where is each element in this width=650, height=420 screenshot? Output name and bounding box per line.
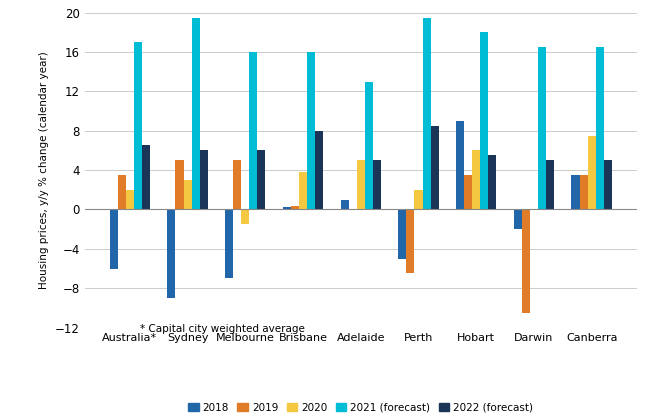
Bar xyxy=(514,210,522,229)
Bar xyxy=(126,190,134,210)
Bar xyxy=(488,155,497,210)
Bar xyxy=(464,175,472,210)
Bar xyxy=(118,175,126,210)
Bar xyxy=(291,205,299,210)
Bar xyxy=(456,121,464,210)
Bar xyxy=(110,210,118,268)
Bar xyxy=(241,210,250,224)
Bar xyxy=(192,18,200,210)
Bar xyxy=(257,150,265,210)
Bar xyxy=(472,150,480,210)
Bar xyxy=(315,131,323,210)
Bar xyxy=(480,32,488,210)
Bar xyxy=(595,47,604,210)
Bar xyxy=(522,210,530,313)
Bar xyxy=(580,175,588,210)
Bar xyxy=(422,18,430,210)
Bar xyxy=(604,160,612,210)
Bar xyxy=(588,136,595,210)
Bar xyxy=(283,207,291,210)
Bar xyxy=(233,160,241,210)
Bar xyxy=(365,81,373,210)
Y-axis label: Housing prices, y/y % change (calendar year): Housing prices, y/y % change (calendar y… xyxy=(39,51,49,289)
Bar xyxy=(142,145,150,210)
Bar xyxy=(299,172,307,210)
Bar xyxy=(183,180,192,210)
Bar xyxy=(167,210,176,298)
Bar xyxy=(430,126,439,210)
Bar xyxy=(398,210,406,259)
Bar xyxy=(200,150,208,210)
Bar xyxy=(307,52,315,210)
Bar xyxy=(415,190,422,210)
Bar xyxy=(373,160,381,210)
Bar xyxy=(357,160,365,210)
Bar xyxy=(176,160,183,210)
Bar xyxy=(546,160,554,210)
Bar xyxy=(406,210,415,273)
Bar xyxy=(341,200,348,210)
Text: * Capital city weighted average: * Capital city weighted average xyxy=(140,324,305,334)
Legend: 2018, 2019, 2020, 2021 (forecast), 2022 (forecast): 2018, 2019, 2020, 2021 (forecast), 2022 … xyxy=(184,399,538,417)
Bar xyxy=(571,175,580,210)
Bar xyxy=(134,42,142,210)
Bar xyxy=(225,210,233,278)
Bar xyxy=(250,52,257,210)
Bar xyxy=(538,47,546,210)
